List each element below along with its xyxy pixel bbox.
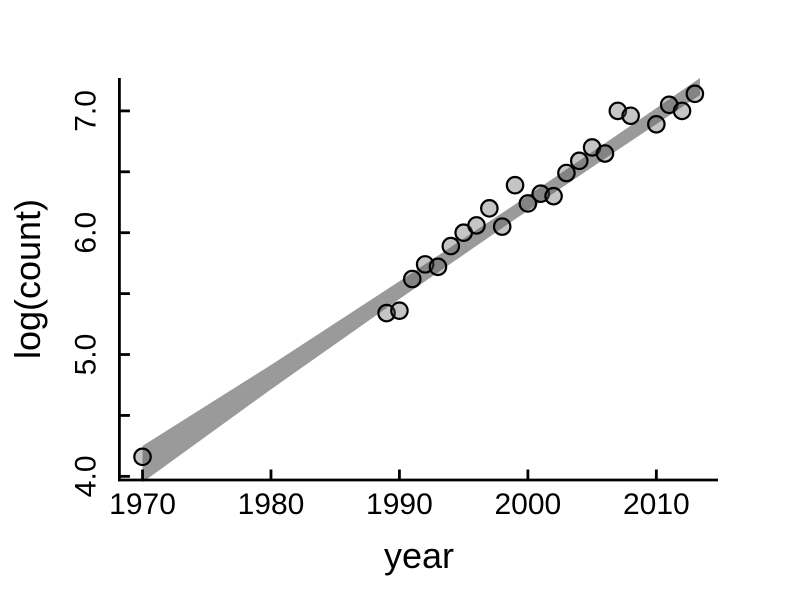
- data-point: [505, 175, 525, 195]
- data-points-group: [133, 84, 705, 467]
- data-point: [647, 114, 666, 134]
- data-point: [428, 257, 448, 277]
- data-point: [402, 269, 422, 289]
- data-point: [569, 151, 589, 171]
- x-tick-label: 1980: [238, 488, 305, 521]
- x-tick-label: 1990: [366, 488, 433, 521]
- data-point: [467, 216, 486, 235]
- x-tick-label: 1970: [109, 488, 176, 521]
- axes-group: [118, 78, 718, 482]
- data-point: [480, 199, 499, 218]
- y-axis-title: log(count): [7, 199, 48, 359]
- data-point: [557, 163, 576, 183]
- y-tick-label: 5.0: [70, 334, 103, 376]
- data-point: [133, 447, 152, 467]
- x-axis-title: year: [384, 535, 454, 576]
- x-tick-label: 2000: [495, 488, 562, 521]
- data-point: [672, 101, 692, 121]
- y-tick-label: 7.0: [70, 90, 103, 132]
- data-point: [595, 144, 615, 163]
- data-point: [621, 106, 640, 126]
- data-point: [518, 194, 538, 213]
- data-point: [685, 84, 705, 104]
- y-tick-label: 6.0: [70, 212, 103, 254]
- data-point: [544, 186, 563, 206]
- tick-label-group: 1970 1980 1990 2000 2010 4.0 5.0 6.0 7.0: [70, 90, 690, 521]
- data-point: [492, 217, 512, 236]
- x-tick-label: 2010: [623, 488, 690, 521]
- data-point: [441, 236, 461, 256]
- data-point: [390, 301, 409, 320]
- y-tick-label: 4.0: [70, 455, 103, 497]
